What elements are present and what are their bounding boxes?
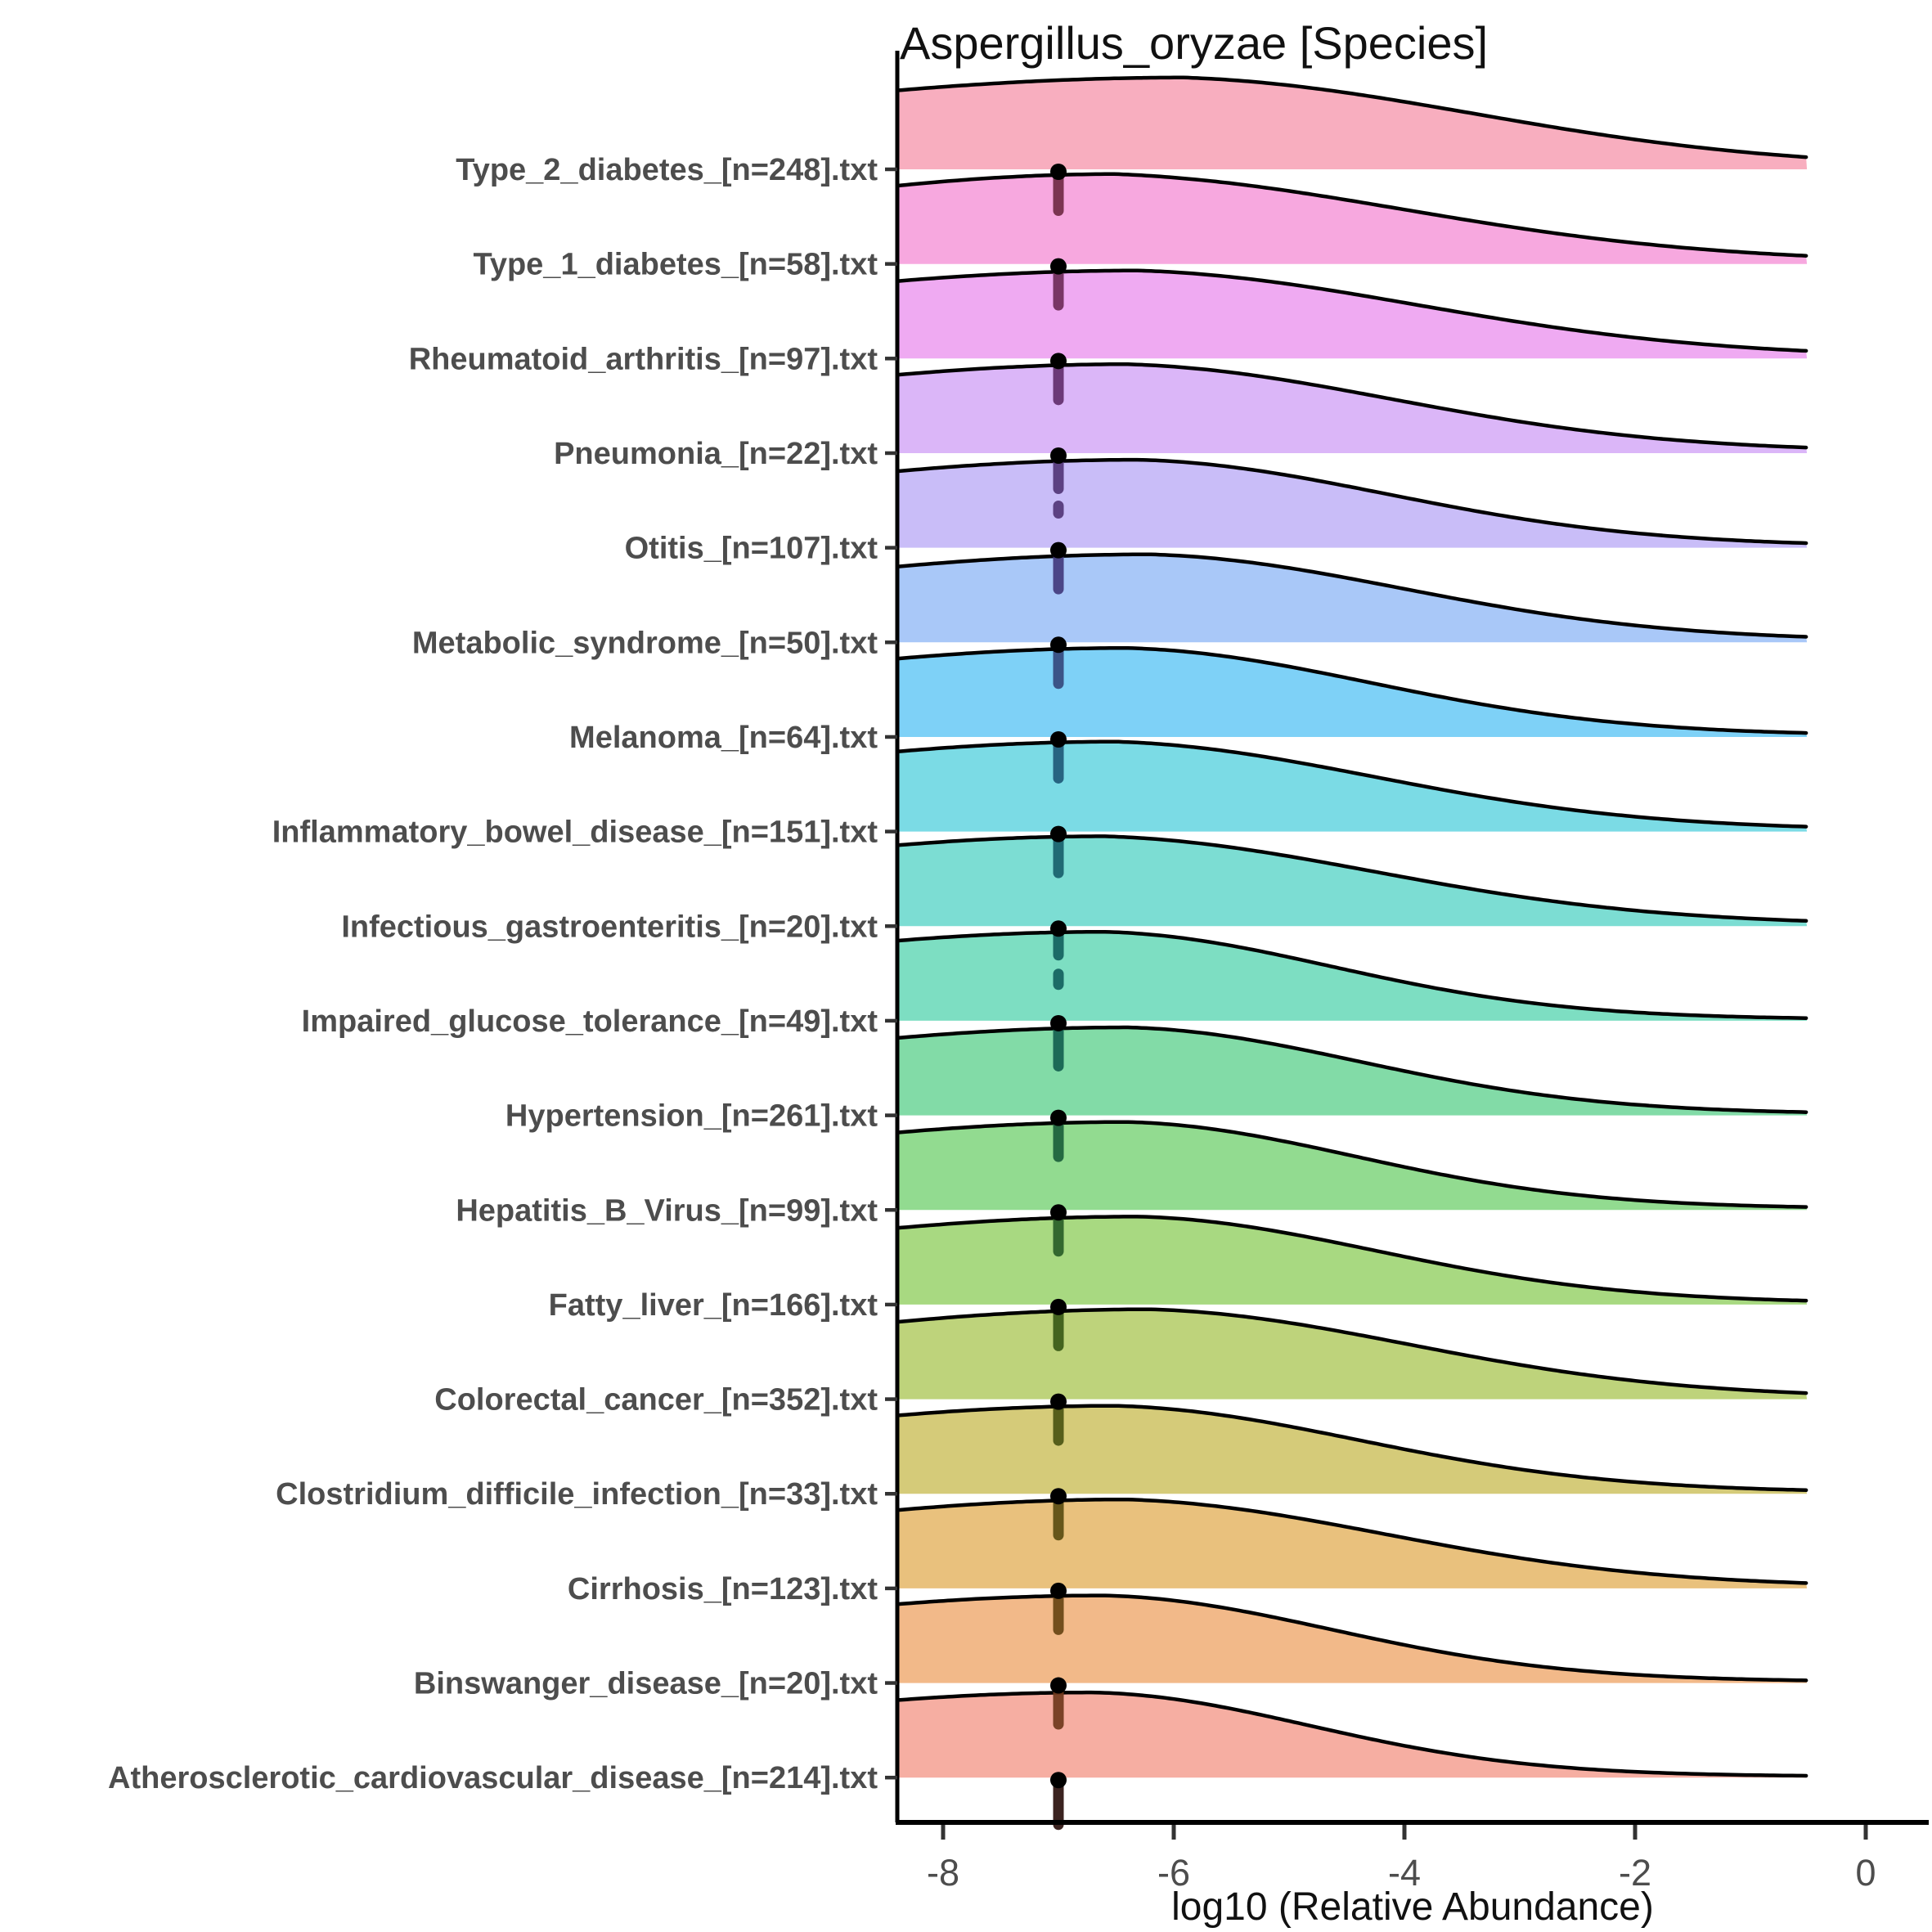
y-axis-label: Hepatitis_B_Virus_[n=99].txt bbox=[456, 1193, 878, 1228]
ridge-outline bbox=[895, 172, 1808, 258]
y-axis-label: Impaired_glucose_tolerance_[n=49].txt bbox=[302, 1004, 878, 1039]
ridge-outline bbox=[895, 1120, 1808, 1209]
rug-mark-cap bbox=[1050, 636, 1067, 654]
y-axis-label: Fatty_liver_[n=166].txt bbox=[549, 1288, 878, 1323]
rug-mark bbox=[1053, 1115, 1064, 1162]
ridge-area bbox=[897, 1216, 1808, 1305]
rug-mark bbox=[1053, 831, 1064, 878]
rug-mark-cap bbox=[1050, 1393, 1067, 1410]
ridge-area bbox=[897, 1309, 1808, 1400]
y-axis-label: Otitis_[n=107].txt bbox=[625, 532, 878, 566]
rug-mark bbox=[1053, 642, 1064, 690]
y-axis-label: Infectious_gastroenteritis_[n=20].txt bbox=[341, 910, 878, 944]
rug-mark bbox=[1053, 736, 1064, 784]
ridge-area bbox=[897, 932, 1808, 1021]
rug-mark-cap bbox=[1050, 825, 1067, 842]
rug-mark-cap bbox=[1050, 1014, 1067, 1031]
ridge-outline bbox=[895, 75, 1808, 160]
y-axis-label: Binswanger_disease_[n=20].txt bbox=[414, 1667, 878, 1701]
rug-mark-cap bbox=[1050, 920, 1067, 937]
ridge-outline bbox=[895, 929, 1808, 1020]
chart-title: Aspergillus_oryzae [Species] bbox=[900, 17, 1489, 69]
ridge-area bbox=[897, 1595, 1808, 1683]
ridge-outline bbox=[895, 1215, 1808, 1303]
rug-mark bbox=[1053, 1494, 1064, 1541]
y-axis-label: Metabolic_syndrome_[n=50].txt bbox=[412, 626, 878, 660]
rug-mark bbox=[1053, 263, 1064, 311]
x-tick-label: -6 bbox=[1157, 1852, 1190, 1894]
rug-mark bbox=[1053, 547, 1064, 595]
ridge-outline bbox=[895, 1497, 1808, 1585]
x-tick-label: 0 bbox=[1855, 1852, 1876, 1894]
rug-mark-cap bbox=[1050, 1772, 1067, 1789]
rug-mark-cap bbox=[1050, 1298, 1067, 1315]
rug-mark-cap bbox=[1050, 447, 1067, 464]
ridge-area bbox=[897, 270, 1808, 359]
rug-mark-cap bbox=[1050, 1677, 1067, 1694]
ridge-outline bbox=[895, 362, 1808, 450]
rug-mark bbox=[1053, 500, 1064, 519]
x-tick-label: -2 bbox=[1619, 1852, 1651, 1894]
y-axis-label: Pneumonia_[n=22].txt bbox=[554, 437, 878, 471]
y-axis-label: Rheumatoid_arthritis_[n=97].txt bbox=[409, 342, 878, 376]
rug-mark bbox=[1053, 1399, 1064, 1446]
rug-mark bbox=[1053, 358, 1064, 406]
rug-mark-cap bbox=[1050, 730, 1067, 748]
rug-mark bbox=[1053, 1210, 1064, 1257]
ridge-outline bbox=[895, 834, 1808, 923]
rug-mark bbox=[1053, 1304, 1064, 1351]
ridge-outline bbox=[895, 1593, 1808, 1683]
ridge-outline bbox=[895, 552, 1808, 639]
ridge-area bbox=[897, 648, 1808, 737]
ridge-outline bbox=[895, 1307, 1808, 1395]
y-axis-label: Hypertension_[n=261].txt bbox=[505, 1099, 878, 1134]
ridge-area bbox=[897, 836, 1808, 927]
rug-mark-cap bbox=[1050, 1488, 1067, 1505]
rug-mark bbox=[1053, 1777, 1064, 1831]
ridge-area bbox=[897, 1499, 1808, 1588]
x-tick-label: -4 bbox=[1388, 1852, 1421, 1894]
rug-mark bbox=[1053, 1683, 1064, 1730]
rug-mark-cap bbox=[1050, 1582, 1067, 1599]
ridge-area bbox=[897, 1121, 1808, 1211]
y-axis-label: Inflammatory_bowel_disease_[n=151].txt bbox=[272, 815, 878, 850]
y-axis-label: Type_2_diabetes_[n=248].txt bbox=[456, 153, 878, 187]
y-axis-label: Type_1_diabetes_[n=58].txt bbox=[473, 248, 878, 282]
ridge-area bbox=[897, 1692, 1808, 1778]
x-tick-label: -8 bbox=[927, 1852, 959, 1894]
ridge-outline bbox=[895, 739, 1808, 829]
y-axis-label: Melanoma_[n=64].txt bbox=[569, 721, 878, 755]
y-axis-label: Atherosclerotic_cardiovascular_disease_[… bbox=[108, 1761, 878, 1795]
ridge-area bbox=[897, 77, 1808, 169]
rug-mark bbox=[1053, 1020, 1064, 1072]
ridge-outline bbox=[895, 1404, 1808, 1493]
y-axis-label: Cirrhosis_[n=123].txt bbox=[568, 1572, 878, 1606]
ridge-outline bbox=[895, 1690, 1808, 1778]
x-axis-title: log10 (Relative Abundance) bbox=[1171, 1885, 1654, 1929]
ridge-area bbox=[897, 460, 1808, 548]
rug-mark-cap bbox=[1050, 1204, 1067, 1221]
ridge-area bbox=[897, 173, 1808, 264]
rug-mark-cap bbox=[1050, 164, 1067, 180]
ridge-area bbox=[897, 741, 1808, 832]
rug-mark-cap bbox=[1050, 1109, 1067, 1126]
rug-mark bbox=[1053, 1588, 1064, 1635]
rug-mark-cap bbox=[1050, 353, 1067, 370]
rug-mark bbox=[1053, 968, 1064, 991]
y-axis-label: Colorectal_cancer_[n=352].txt bbox=[434, 1383, 878, 1418]
rug-mark-cap bbox=[1050, 541, 1067, 559]
ridge-outline bbox=[895, 1025, 1808, 1114]
rug-mark bbox=[1053, 452, 1064, 494]
ridge-area bbox=[897, 1405, 1808, 1494]
y-axis-label: Clostridium_difficile_infection_[n=33].t… bbox=[276, 1477, 878, 1512]
rug-mark bbox=[1053, 169, 1064, 216]
ridge-outline bbox=[895, 457, 1808, 546]
ridge-outline bbox=[895, 645, 1808, 735]
ridge-outline bbox=[895, 268, 1808, 353]
ridge-area bbox=[897, 1027, 1808, 1116]
rug-mark-cap bbox=[1050, 258, 1067, 275]
